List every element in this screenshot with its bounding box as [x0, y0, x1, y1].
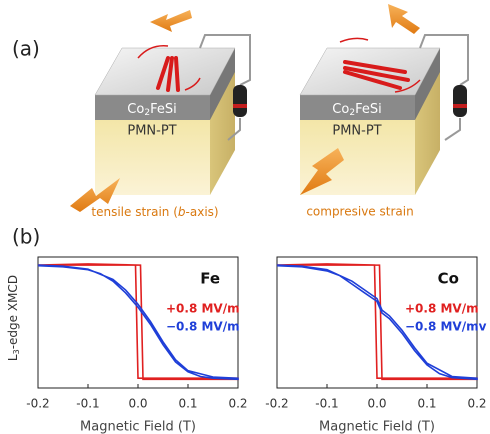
legend-entry: +0.8 MV/m: [166, 302, 240, 316]
x-tick-label: 0.0: [367, 397, 386, 411]
legend-entry: −0.8 MV/m: [166, 320, 240, 334]
chart-title: Co: [438, 270, 459, 288]
film-label: Co2FeSi: [127, 102, 176, 118]
substrate-label: PMN-PT: [332, 124, 381, 139]
x-tick-label: -0.1: [76, 397, 99, 411]
x-tick-label: 0.0: [128, 397, 147, 411]
panel-label: (a): [12, 37, 40, 61]
x-tick-label: 0.2: [467, 397, 486, 411]
x-tick-label: 0.1: [178, 397, 197, 411]
x-axis-label: Magnetic Field (T): [319, 420, 435, 434]
x-tick-label: -0.2: [26, 397, 49, 411]
legend-entry: +0.8 MV/m: [405, 302, 479, 316]
x-tick-label: -0.1: [315, 397, 338, 411]
y-axis-label: L3-edge XMCD: [6, 275, 21, 361]
right-device: [300, 4, 468, 195]
panel-label: (b): [12, 225, 40, 249]
caption: compresive strain: [306, 205, 413, 219]
x-axis-label: Magnetic Field (T): [80, 420, 196, 434]
figure: (a) Co2FeSi PMN: [0, 0, 490, 434]
substrate-label: PMN-PT: [127, 124, 176, 139]
charts: -0.2 -0.1 0.0 0.1 0.2 Magnetic Field (T) Fe +0.…: [26, 257, 486, 434]
caption: tensile strain (b-axis): [91, 205, 218, 219]
film-label: Co2FeSi: [332, 102, 381, 118]
chart-title: Fe: [200, 270, 220, 288]
legend-entry: −0.8 MV/mv: [405, 320, 487, 334]
x-tick-label: 0.2: [228, 397, 247, 411]
x-tick-label: 0.1: [417, 397, 436, 411]
x-tick-label: -0.2: [265, 397, 288, 411]
